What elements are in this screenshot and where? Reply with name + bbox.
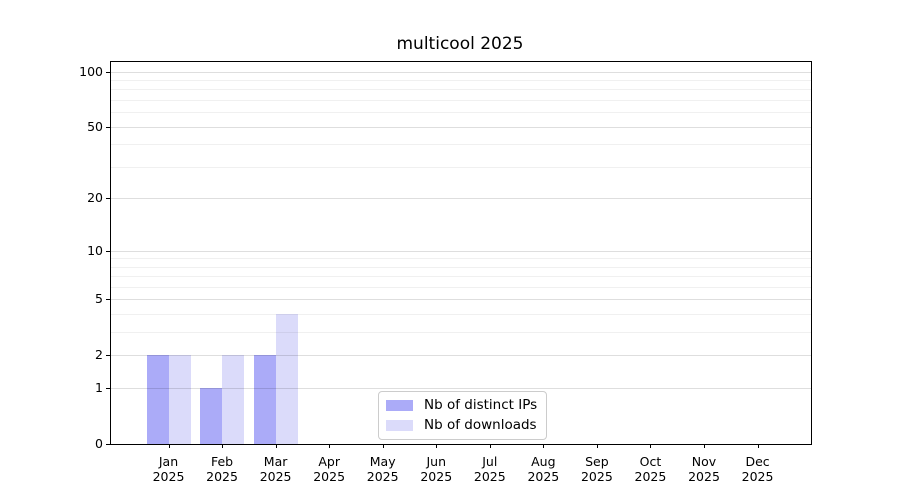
x-tick-label-apr: Apr 2025 xyxy=(313,454,346,484)
x-tick-label-jan: Jan 2025 xyxy=(152,454,185,484)
y-tick-mark-0 xyxy=(106,444,110,445)
legend-swatch-icon xyxy=(386,399,413,411)
bar-downloads-feb xyxy=(222,355,245,444)
y-tick-mark-100 xyxy=(106,71,110,73)
y-tick-mark-50 xyxy=(106,126,110,128)
x-tick-label-sep: Sep 2025 xyxy=(580,454,613,484)
x-tick-mark-jul xyxy=(489,444,491,448)
y-tick-label-0: 0 xyxy=(95,436,103,451)
gridline-minor-60 xyxy=(111,112,811,114)
bar-distinct-ips-jan xyxy=(146,355,169,444)
x-tick-mark-dec xyxy=(757,444,759,448)
y-tick-mark-20 xyxy=(106,198,110,200)
chart-title: multicool 2025 xyxy=(396,34,524,54)
legend: Nb of distinct IPs Nb of downloads xyxy=(378,391,548,440)
bar-downloads-jan xyxy=(168,355,191,444)
x-tick-mark-apr xyxy=(329,444,331,448)
gridline-minor-3 xyxy=(111,332,811,334)
gridline-minor-70 xyxy=(111,100,811,102)
y-tick-label-20: 20 xyxy=(87,190,103,206)
gridline-major-20 xyxy=(111,198,811,200)
gridline-minor-6 xyxy=(111,286,811,288)
legend-swatch-icon xyxy=(386,419,413,431)
legend-item-downloads: Nb of downloads xyxy=(386,417,537,433)
x-tick-mark-mar xyxy=(275,444,277,448)
plot-area: Nb of distinct IPs Nb of downloads 0 1 2 5 10… xyxy=(79,61,812,484)
y-tick-mark-10 xyxy=(106,250,110,252)
gridline-minor-7 xyxy=(111,276,811,278)
legend-label: Nb of downloads xyxy=(424,417,537,433)
x-tick-label-feb: Feb 2025 xyxy=(206,454,238,484)
bar-distinct-ips-feb xyxy=(200,388,223,444)
x-tick-label-dec: Dec 2025 xyxy=(741,454,774,484)
gridline-major-5 xyxy=(111,299,811,301)
y-tick-label-10: 10 xyxy=(87,242,103,258)
y-tick-mark-5 xyxy=(106,299,110,301)
x-tick-label-jul: Jul 2025 xyxy=(473,454,506,484)
legend-item-distinct-ips: Nb of distinct IPs xyxy=(386,397,537,413)
x-tick-label-may: May 2025 xyxy=(366,454,399,484)
gridline-minor-4 xyxy=(111,314,811,316)
y-tick-mark-2 xyxy=(106,355,110,357)
x-tick-mark-may xyxy=(382,444,384,448)
gridline-major-10 xyxy=(111,250,811,252)
gridline-major-2 xyxy=(111,355,811,357)
gridline-minor-80 xyxy=(111,89,811,91)
gridline-major-100 xyxy=(111,71,811,73)
x-tick-mark-jun xyxy=(436,444,438,448)
y-tick-mark-1 xyxy=(106,388,110,390)
x-tick-mark-aug xyxy=(543,444,545,448)
y-tick-label-2: 2 xyxy=(95,347,103,363)
x-tick-mark-oct xyxy=(650,444,652,448)
gridline-minor-9 xyxy=(111,258,811,260)
bar-downloads-mar xyxy=(275,314,298,444)
x-tick-label-mar: Mar 2025 xyxy=(259,454,292,484)
x-tick-label-nov: Nov 2025 xyxy=(688,454,720,484)
x-tick-mark-jan xyxy=(168,444,170,448)
x-tick-mark-nov xyxy=(704,444,705,448)
x-tick-label-jun: Jun 2025 xyxy=(420,454,453,484)
x-tick-label-oct: Oct 2025 xyxy=(634,454,667,484)
y-tick-label-5: 5 xyxy=(95,291,103,307)
bar-distinct-ips-mar xyxy=(253,355,276,444)
gridline-minor-40 xyxy=(111,144,811,146)
y-tick-label-1: 1 xyxy=(95,380,103,396)
x-tick-mark-sep xyxy=(596,444,598,448)
gridline-minor-90 xyxy=(111,80,811,81)
x-tick-label-aug: Aug 2025 xyxy=(527,454,560,484)
gridline-minor-30 xyxy=(111,166,811,168)
gridline-major-50 xyxy=(111,126,811,128)
x-tick-mark-feb xyxy=(222,444,224,448)
y-tick-label-50: 50 xyxy=(87,118,103,134)
legend-label: Nb of distinct IPs xyxy=(424,397,538,413)
y-tick-label-100: 100 xyxy=(79,63,103,79)
gridline-minor-8 xyxy=(111,266,811,268)
